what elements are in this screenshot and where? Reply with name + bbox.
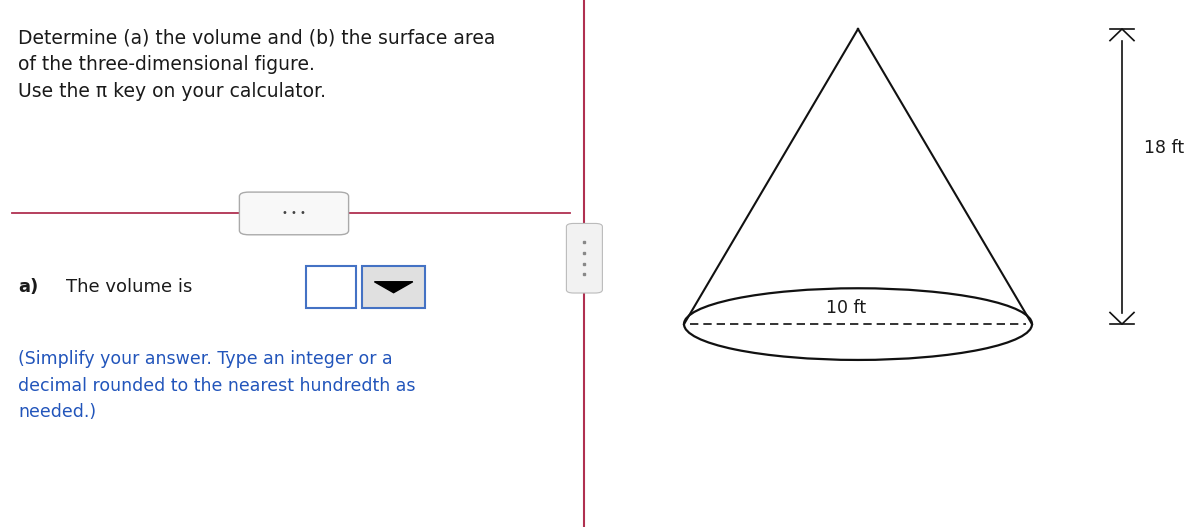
Text: • • •: • • • <box>282 209 306 218</box>
Text: The volume is: The volume is <box>66 278 192 296</box>
Text: 18 ft: 18 ft <box>1144 139 1183 157</box>
Text: (Simplify your answer. Type an integer or a
decimal rounded to the nearest hundr: (Simplify your answer. Type an integer o… <box>18 350 415 421</box>
FancyBboxPatch shape <box>306 266 356 308</box>
Text: Determine (a) the volume and (b) the surface area
of the three-dimensional figur: Determine (a) the volume and (b) the sur… <box>18 29 496 101</box>
Ellipse shape <box>684 288 1032 360</box>
Text: 10 ft: 10 ft <box>826 299 866 317</box>
FancyBboxPatch shape <box>566 223 602 293</box>
FancyBboxPatch shape <box>239 192 348 235</box>
Polygon shape <box>374 282 413 292</box>
FancyBboxPatch shape <box>362 266 425 308</box>
Text: a): a) <box>18 278 38 296</box>
